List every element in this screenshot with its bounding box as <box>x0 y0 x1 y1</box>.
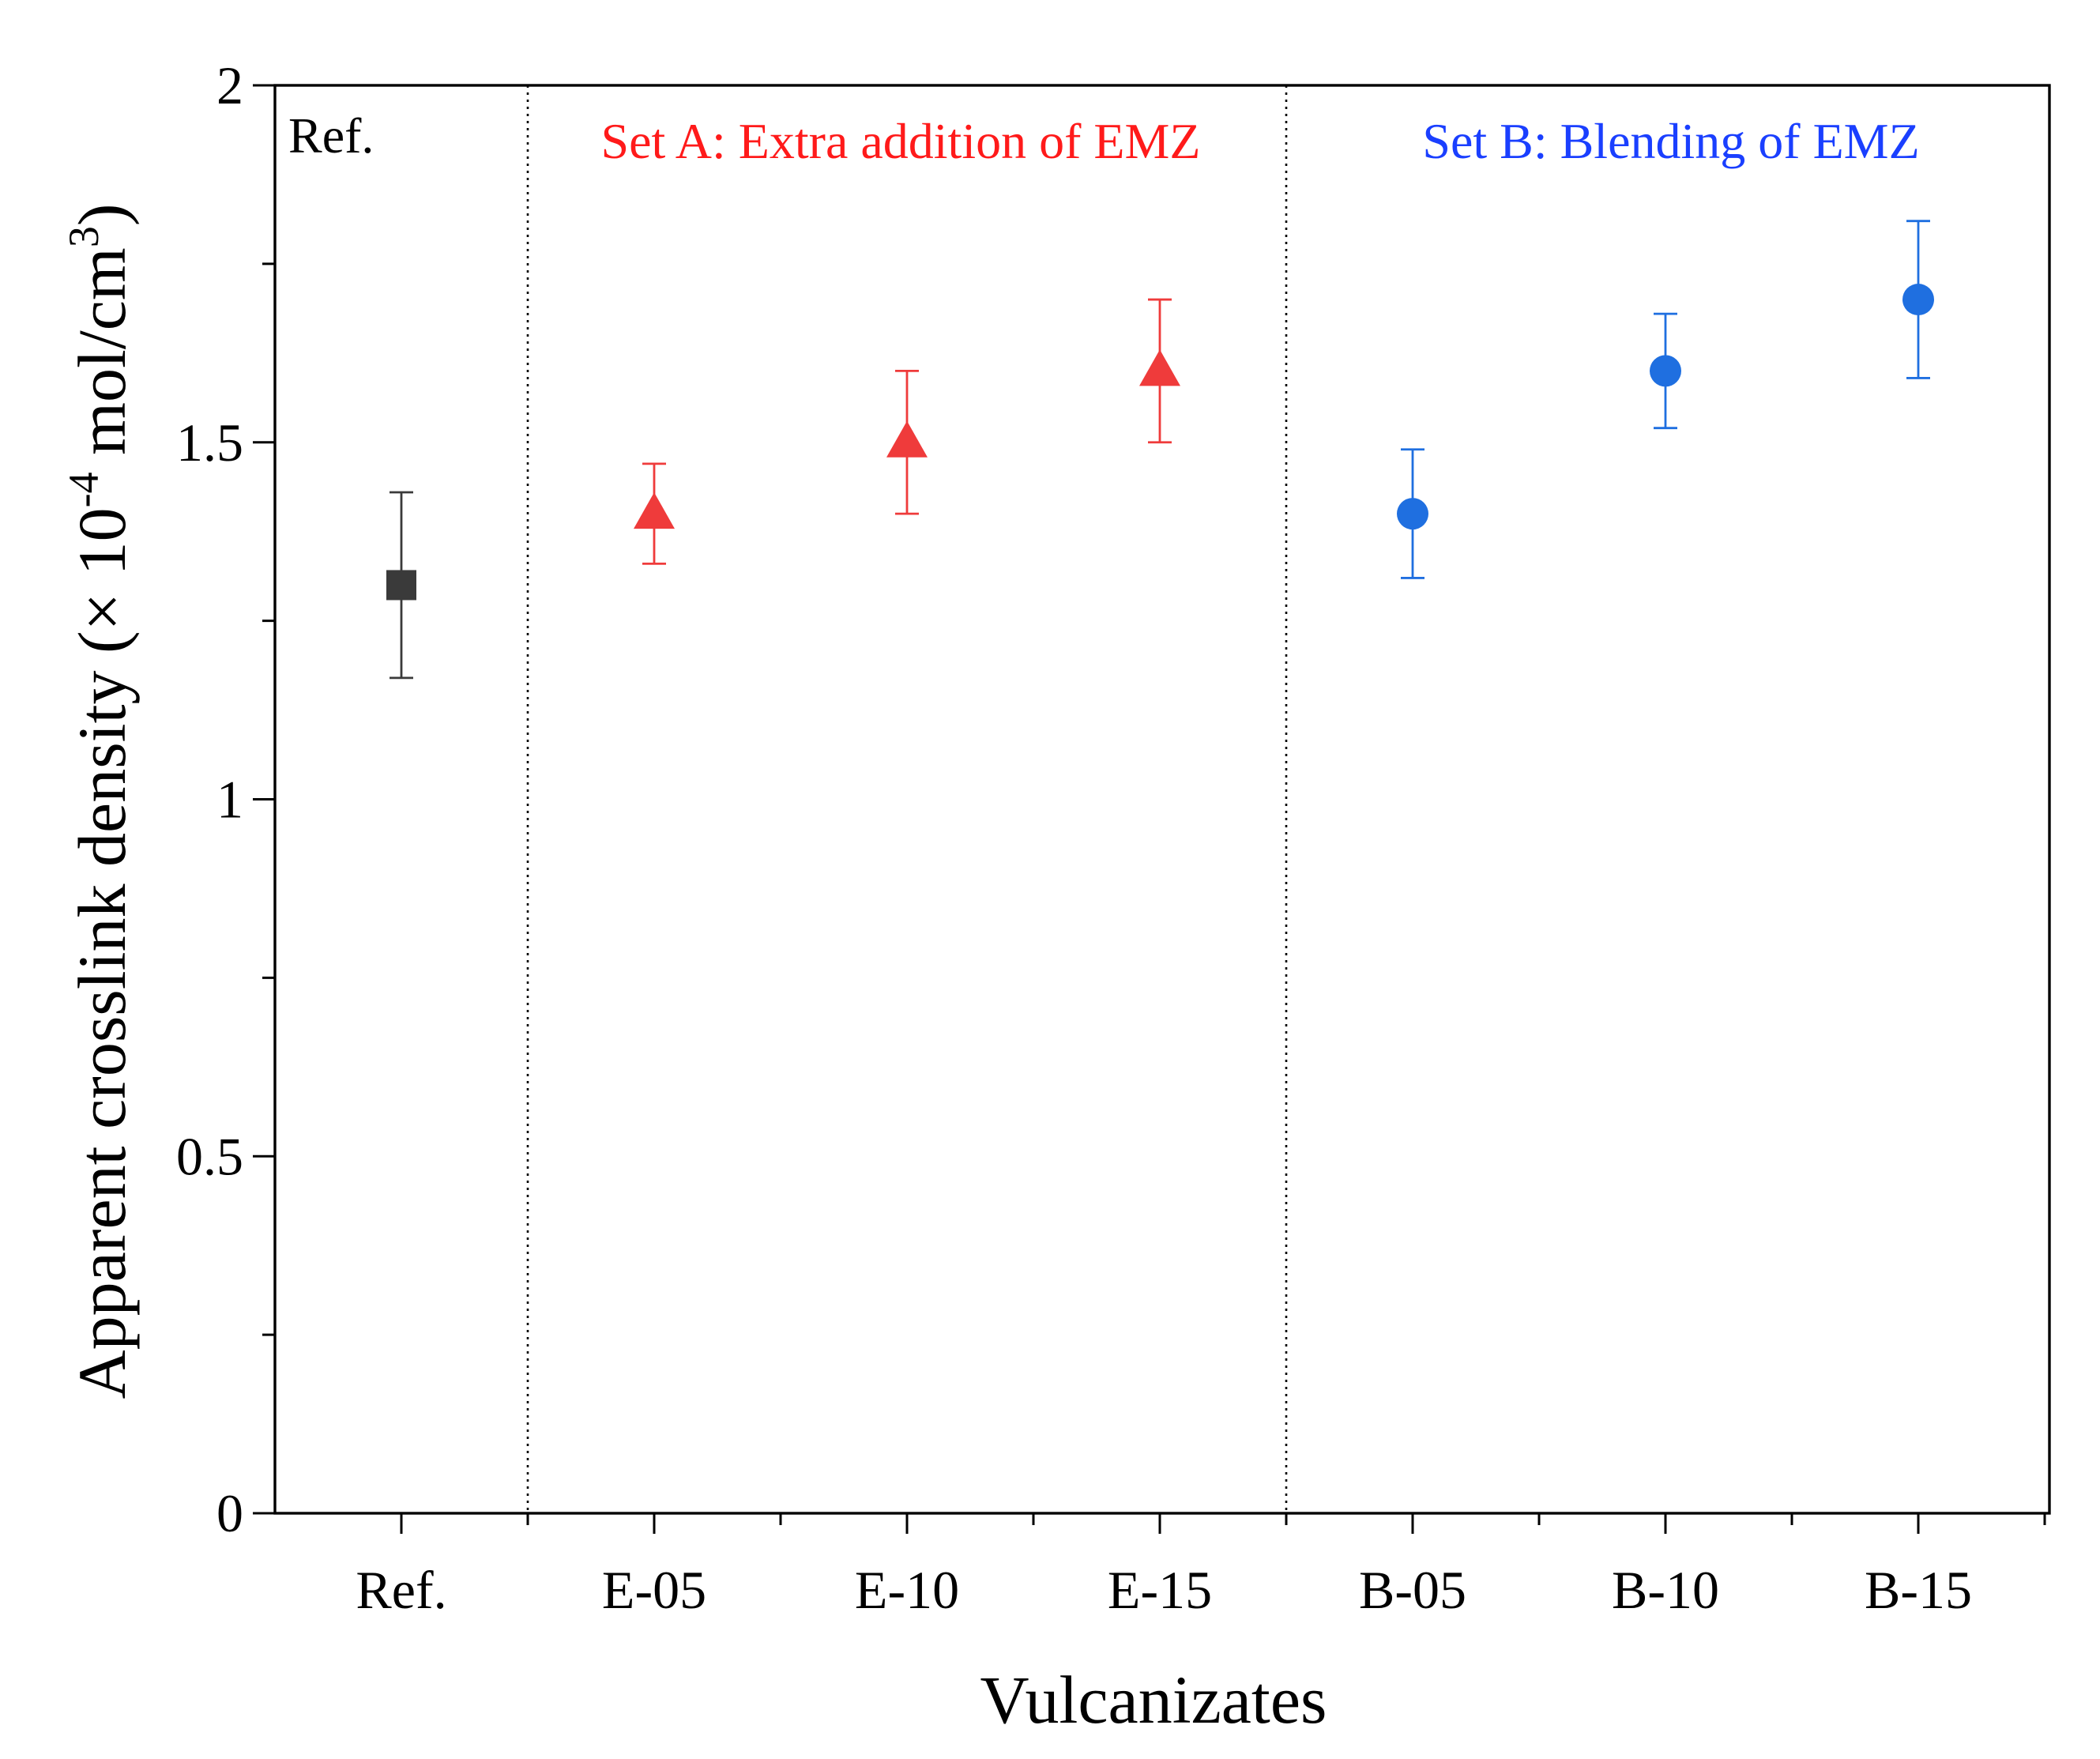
region-dividers <box>526 85 1288 1513</box>
x-axis-title: Vulcanizates <box>980 1662 1327 1738</box>
y-tick-label: 1.5 <box>176 412 243 473</box>
x-tick-label: Ref. <box>356 1560 446 1620</box>
y-axis-title-exponent: -4 <box>60 472 107 507</box>
y-axis-title-unit: mol/cm <box>64 247 140 472</box>
region-label-set-a: Set A: Extra addition of EMZ <box>601 113 1201 169</box>
data-point-square <box>386 570 416 601</box>
y-axis-title: Apparent crosslink density (× 10-4 mol/c… <box>60 204 140 1399</box>
data-point-circle <box>1902 284 1934 316</box>
region-label-ref: Ref. <box>288 107 374 164</box>
x-tick-label: B-10 <box>1612 1560 1719 1620</box>
x-tick-label: E-05 <box>602 1560 706 1620</box>
y-tick-label: 0 <box>216 1483 243 1543</box>
data-marks <box>386 220 1934 680</box>
data-point-triangle <box>886 420 928 458</box>
x-tick-label: E-15 <box>1108 1560 1212 1620</box>
x-axis: Ref. E-05 E-10 E-15 B-05 B-10 B-15 <box>356 1513 2046 1620</box>
y-axis: 0 0.5 1 1.5 2 <box>176 55 275 1543</box>
y-tick-label: 1 <box>216 770 243 830</box>
y-tick-label: 0.5 <box>176 1126 243 1186</box>
x-tick-label: E-10 <box>855 1560 959 1620</box>
y-axis-title-unit-exponent: 3 <box>60 226 107 247</box>
data-point-triangle <box>634 492 675 529</box>
y-axis-title-suffix: ) <box>64 204 140 227</box>
data-point-circle <box>1397 498 1428 530</box>
data-point-circle <box>1650 355 1681 387</box>
y-axis-title-prefix: Apparent crosslink density (× 10 <box>64 507 140 1399</box>
y-tick-label: 2 <box>216 55 243 115</box>
plot-frame <box>273 84 2051 1515</box>
x-tick-label: B-05 <box>1359 1560 1466 1620</box>
x-tick-label: B-15 <box>1865 1560 1972 1620</box>
region-label-set-b: Set B: Blending of EMZ <box>1422 113 1919 169</box>
data-point-triangle <box>1139 349 1180 386</box>
